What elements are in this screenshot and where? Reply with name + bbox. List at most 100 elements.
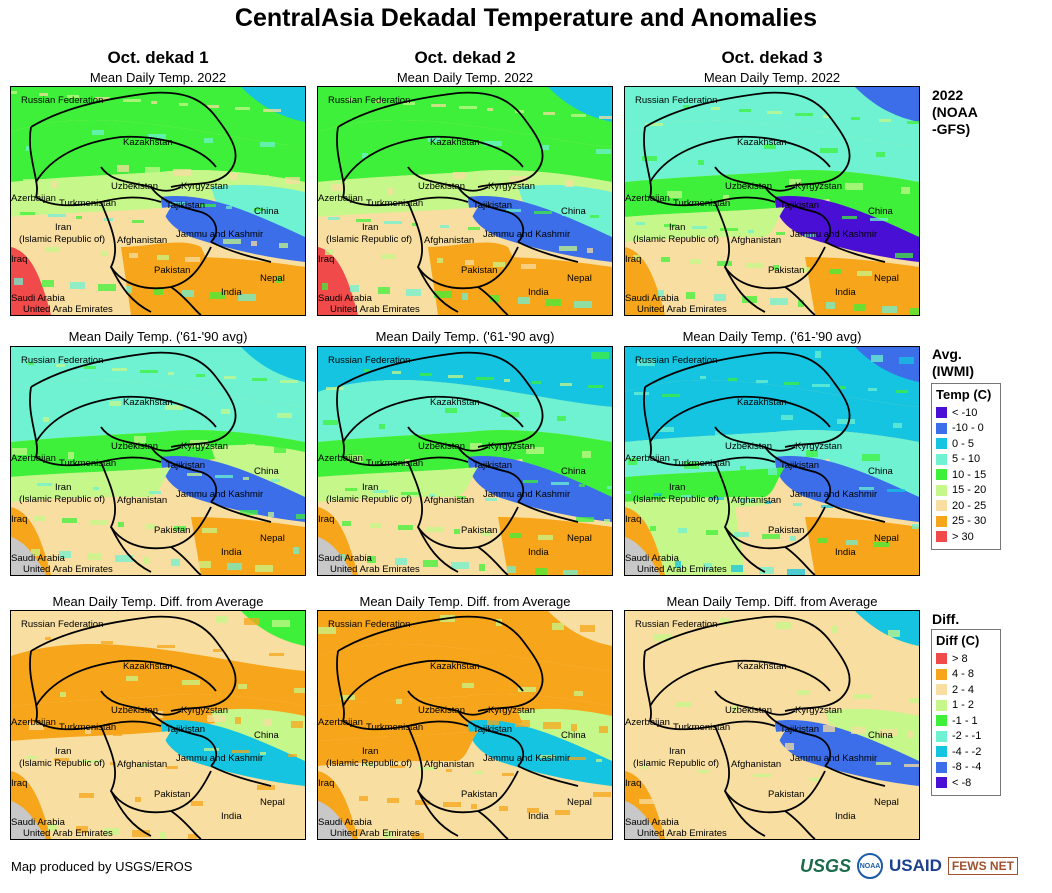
legend-title: Temp (C) [936,387,992,402]
place-label-russia: Russian Federation [21,355,103,366]
place-label-turkmenistan: Turkmenistan [59,198,116,209]
place-label-china: China [868,466,894,477]
place-label-jammu: Jammu and Kashmir [483,753,570,764]
place-label-afghanistan: Afghanistan [731,235,781,246]
place-label-kyrgyzstan: Kyrgyzstan [795,441,842,452]
legend-swatch [936,469,947,481]
legend-swatch [936,653,947,665]
place-label-china: China [561,206,587,217]
place-label-kyrgyzstan: Kyrgyzstan [488,705,535,716]
place-label-iran-sub: (Islamic Republic of) [19,234,105,245]
place-label-iran: Iran [362,746,378,757]
credit-text: Map produced by USGS/EROS [11,859,193,874]
place-label-iran: Iran [362,222,378,233]
place-label-uzbekistan: Uzbekistan [111,705,158,716]
place-label-uae: United Arab Emirates [23,564,113,575]
legend-label: 20 - 25 [952,499,987,512]
place-label-india: India [835,547,856,558]
legend-swatch [936,484,947,496]
place-label-azerbaijan: Azerbaijan [318,193,363,204]
temperature-map: Russian Federation Kazakhstan Uzbekistan Ky… [624,86,920,316]
place-label-nepal: Nepal [874,533,899,544]
place-label-turkmenistan: Turkmenistan [673,458,730,469]
temp-legend: Temp (C) < -10 -10 - 0 0 - 5 5 - 10 10 - 15 1… [931,383,1001,550]
map-canvas: Russian Federation Kazakhstan Uzbekistan Ky… [11,87,305,315]
place-label-jammu: Jammu and Kashmir [790,753,877,764]
place-label-iraq: Iraq [11,514,27,525]
place-label-iran: Iran [55,222,71,233]
legend-item: 5 - 10 [936,452,996,468]
column-header: Oct. dekad 2 [414,48,516,67]
place-label-jammu: Jammu and Kashmir [176,229,263,240]
temperature-map: Russian Federation Kazakhstan Uzbekistan Ky… [10,610,306,840]
legend-item: 15 - 20 [936,483,996,499]
place-label-pakistan: Pakistan [461,525,497,536]
place-label-kyrgyzstan: Kyrgyzstan [795,181,842,192]
legend-item: -4 - -2 [936,744,996,760]
place-label-saudi: Saudi Arabia [318,553,373,564]
place-label-kazakhstan: Kazakhstan [430,661,480,672]
place-label-kazakhstan: Kazakhstan [123,661,173,672]
place-label-turkmenistan: Turkmenistan [366,722,423,733]
place-label-uae: United Arab Emirates [637,304,727,315]
legend-label: 15 - 20 [952,484,987,497]
legend-label: > 8 [952,652,968,665]
temperature-map: Russian Federation Kazakhstan Uzbekistan Ky… [317,86,613,316]
place-label-pakistan: Pakistan [461,265,497,276]
legend-swatch [936,453,947,465]
place-label-india: India [528,811,549,822]
place-label-tajikistan: Tajikistan [780,460,819,471]
place-label-iraq: Iraq [11,778,27,789]
place-label-china: China [561,730,587,741]
map-canvas: Russian Federation Kazakhstan Uzbekistan Ky… [318,347,612,575]
place-label-kazakhstan: Kazakhstan [737,137,787,148]
legend-label: 10 - 15 [952,468,987,481]
usgs-logo: USGS [800,855,852,876]
map-canvas: Russian Federation Kazakhstan Uzbekistan Ky… [11,347,305,575]
place-label-uae: United Arab Emirates [23,828,113,839]
legend-label: < -10 [952,406,978,419]
place-label-uzbekistan: Uzbekistan [418,705,465,716]
place-label-turkmenistan: Turkmenistan [366,458,423,469]
legend-label: 4 - 8 [952,668,975,681]
place-label-pakistan: Pakistan [768,525,804,536]
place-label-afghanistan: Afghanistan [731,759,781,770]
place-label-china: China [561,466,587,477]
legend-item: 2 - 4 [936,682,996,698]
place-label-russia: Russian Federation [635,355,717,366]
place-label-iran-sub: (Islamic Republic of) [19,758,105,769]
legend-label: 0 - 5 [952,437,975,450]
place-label-kazakhstan: Kazakhstan [737,661,787,672]
legend-item: -2 - -1 [936,729,996,745]
place-label-iran: Iran [669,482,685,493]
legend-item: > 8 [936,651,996,667]
place-label-iraq: Iraq [318,254,334,265]
place-label-iran: Iran [669,222,685,233]
legend-title: Diff (C) [936,633,980,648]
place-label-iran-sub: (Islamic Republic of) [633,758,719,769]
temperature-map: Russian Federation Kazakhstan Uzbekistan Ky… [10,86,306,316]
place-label-uzbekistan: Uzbekistan [111,181,158,192]
place-label-iraq: Iraq [625,778,641,789]
legend-item: > 30 [936,529,996,545]
legend-item: 10 - 15 [936,467,996,483]
place-label-tajikistan: Tajikistan [473,200,512,211]
place-label-russia: Russian Federation [328,355,410,366]
place-label-pakistan: Pakistan [154,265,190,276]
place-label-pakistan: Pakistan [154,789,190,800]
place-label-iran: Iran [55,482,71,493]
place-label-kazakhstan: Kazakhstan [123,137,173,148]
map-subtitle: Mean Daily Temp. 2022 [703,70,841,85]
place-label-nepal: Nepal [260,797,285,808]
place-label-kazakhstan: Kazakhstan [123,397,173,408]
place-label-russia: Russian Federation [635,95,717,106]
place-label-turkmenistan: Turkmenistan [59,722,116,733]
legend-label: -10 - 0 [952,422,984,435]
place-label-jammu: Jammu and Kashmir [483,229,570,240]
place-label-india: India [221,287,242,298]
usaid-logo: USAID [889,856,942,875]
place-label-nepal: Nepal [567,797,592,808]
place-label-azerbaijan: Azerbaijan [11,193,56,204]
place-label-uzbekistan: Uzbekistan [725,705,772,716]
place-label-kyrgyzstan: Kyrgyzstan [181,441,228,452]
